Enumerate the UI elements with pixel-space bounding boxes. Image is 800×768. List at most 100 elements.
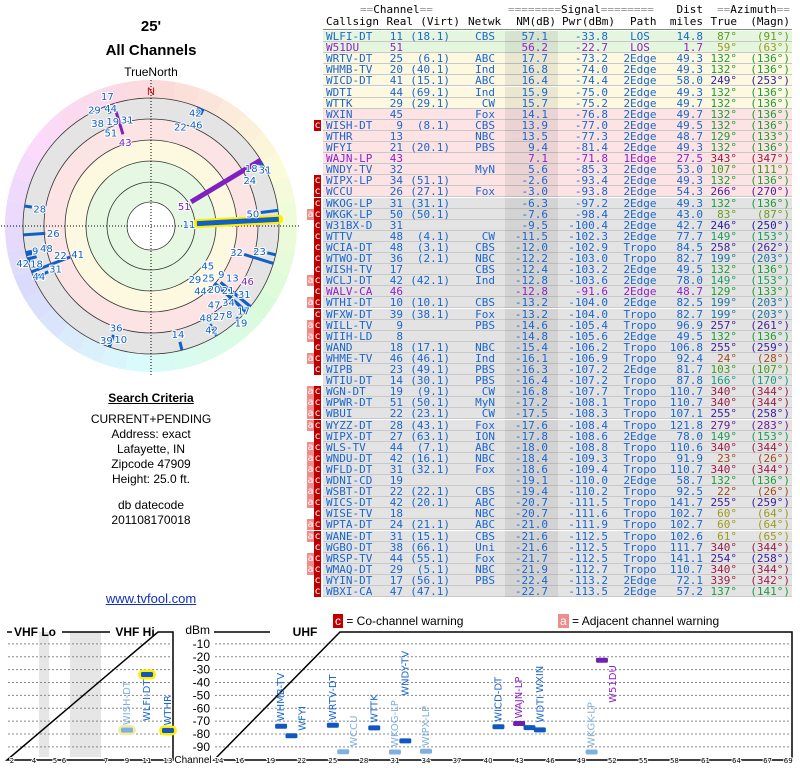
cell-real: 39 bbox=[389, 307, 403, 321]
station-row[interactable]: WBXI-CA 47 (47.1) -22.7 -113.5 2Edge 57.2 137° (… bbox=[314, 585, 792, 598]
station-row[interactable]: WISH-DT 9 (8.1) CBS 13.9 -77.0 2Edge 49.5 132° (1… bbox=[314, 119, 792, 131]
station-row[interactable]: WTIU-DT 14 (30.1) PBS -16.4 -107.2 Tropo 87.8 16… bbox=[323, 374, 792, 388]
station-row[interactable]: WLS-TV 44 (7.1) ABC -18.0 -108.8 Tropo 110.6 340… bbox=[307, 440, 792, 454]
cochannel-warning-flag: c bbox=[314, 308, 321, 320]
cell-path: 2Edge bbox=[623, 573, 657, 587]
cell-virt: (9.1) bbox=[416, 385, 450, 399]
station-row[interactable]: WDNI-CD 19 -19.1 -110.0 2Edge 58.7 132° (136°) a… bbox=[307, 475, 792, 486]
station-row[interactable]: WDTI 44 (69.1) Ind 15.9 -75.0 2Edge 49.3 132° (13… bbox=[323, 85, 792, 99]
station-signal-bar bbox=[337, 749, 350, 755]
station-row[interactable]: WPWR-DT 51 (50.1) MyN -17.2 -108.1 Tropo 110.7 3… bbox=[307, 396, 792, 410]
cell-path: Tropo bbox=[623, 451, 657, 465]
station-row[interactable]: WSBT-DT 22 (22.1) CBS -19.4 -110.2 Tropo 92.5 22… bbox=[307, 485, 792, 499]
cell-pwr: -100.4 bbox=[568, 218, 608, 232]
nm-column-shade bbox=[505, 319, 558, 331]
station-row[interactable]: WANE-DT 31 (15.1) CBS -21.6 -112.5 Tropo 102.6 6… bbox=[307, 529, 792, 543]
station-row[interactable]: WGBO-DT 38 (66.1) Uni -21.6 -112.5 Tropo 111.7 3… bbox=[314, 541, 792, 553]
station-row[interactable]: WICD-DT 41 (15.1) ABC 16.4 -74.4 2Edge 58.0 249°… bbox=[323, 75, 792, 87]
adjacent-warning-flag: a bbox=[307, 319, 314, 331]
cell-netwk: CBS bbox=[475, 529, 495, 543]
cell-path: 2Edge bbox=[623, 285, 657, 299]
cell-real: 31 bbox=[389, 196, 403, 210]
cell-virt: (29.1) bbox=[410, 96, 450, 110]
station-row[interactable]: WRSP-TV 44 (55.1) Fox -21.7 -112.5 Tropo 141.1 2… bbox=[307, 551, 792, 565]
station-row[interactable]: WCIA-DT 48 (3.1) CBS -12.0 -102.9 Tropo 84.5 258… bbox=[314, 241, 792, 253]
station-row[interactable]: WTHI-DT 10 (10.1) CBS -13.2 -104.0 2Edge 82.5 19… bbox=[307, 297, 792, 309]
station-row[interactable]: WFXW-DT 39 (38.1) Fox -13.2 -104.0 Tropo 82.7 19… bbox=[314, 307, 792, 321]
station-row[interactable]: WKGK-LP 50 (50.1) -7.6 -98.4 2Edge 43.0 83° (87°… bbox=[307, 208, 792, 220]
cell-true: 166° bbox=[710, 374, 738, 388]
station-row[interactable]: WBUI 22 (23.1) CW -17.5 -108.3 Tropo 107.1 255° (… bbox=[307, 408, 792, 420]
station-row[interactable]: WCLJ-DT 42 (42.1) Ind -12.8 -103.6 2Edge 78.0 14… bbox=[307, 275, 792, 287]
station-row[interactable]: WNDU-DT 42 (16.1) NBC -18.4 -109.3 Tropo 91.9 23… bbox=[307, 451, 792, 465]
station-channel-label: 9 bbox=[32, 247, 38, 258]
cell-real: 18 bbox=[389, 340, 403, 354]
station-row[interactable]: WHMB-TV 20 (40.1) Ind 16.8 -74.0 2Edge 49.3 132°… bbox=[323, 63, 792, 77]
station-channel-label: 46 bbox=[241, 277, 254, 288]
col-true: True bbox=[710, 15, 738, 28]
cell-path: 2Edge bbox=[623, 218, 657, 232]
station-row[interactable]: WALV-CA 46 -12.8 -91.6 2Edge 48.7 129° (133°) c bbox=[314, 285, 792, 299]
cell-magn: (133°) bbox=[750, 129, 790, 143]
station-row[interactable]: WMAQ-DT 29 (5.1) NBC -21.9 -112.7 Tropo 110.7 34… bbox=[307, 562, 792, 576]
cell-magn: (136°) bbox=[750, 52, 790, 66]
station-row[interactable]: WFLD-DT 31 (32.1) Fox -18.6 -109.4 Tropo 110.7 3… bbox=[307, 463, 792, 475]
cell-callsign: WHMB-TV bbox=[326, 63, 373, 77]
station-spectrum-label: WTHR bbox=[163, 695, 174, 726]
station-signal-bar bbox=[513, 720, 526, 726]
station-row[interactable]: W51DU 51 56.2 -22.7 LOS 1.7 59° (63°) bbox=[323, 42, 792, 54]
nm-column-shade bbox=[505, 519, 558, 531]
station-row[interactable]: WIIH-LD 8 -14.8 -105.6 2Edge 49.5 132° (136°) a c bbox=[307, 330, 792, 342]
cell-callsign: WMAQ-DT bbox=[326, 562, 373, 576]
tvfool-link[interactable]: www.tvfool.com bbox=[105, 591, 197, 606]
station-row[interactable]: WCCU 26 (27.1) Fox -3.0 -93.8 2Edge 54.3 266° (27… bbox=[314, 186, 792, 198]
station-signal-bar bbox=[368, 725, 381, 731]
station-row[interactable]: WILL-TV 9 PBS -14.6 -105.4 Tropo 96.9 257° (261°… bbox=[307, 319, 792, 331]
dbm-tick-label: -20 bbox=[193, 650, 211, 664]
station-row[interactable]: WAJN-LP 43 7.1 -71.8 1Edge 27.5 343° (347°) bbox=[323, 153, 792, 165]
cochannel-warning-flag: c bbox=[314, 508, 321, 520]
cell-miles: 121.8 bbox=[669, 418, 703, 432]
cell-path: 2Edge bbox=[623, 229, 657, 243]
station-row[interactable]: WYZZ-DT 28 (43.1) Fox -17.6 -108.4 Tropo 121.8 2… bbox=[307, 418, 792, 432]
cell-miles: 141.1 bbox=[669, 551, 703, 565]
station-row[interactable]: WTHR 13 NBC 13.5 -77.3 2Edge 48.7 129° (133°) bbox=[323, 129, 792, 143]
station-row[interactable]: WRTV-DT 25 (6.1) ABC 17.7 -73.2 2Edge 49.3 132° (… bbox=[323, 52, 792, 66]
station-row[interactable]: WIPX-DT 27 (63.1) ION -17.8 -108.6 2Edge 78.0 14… bbox=[314, 430, 792, 442]
station-row[interactable]: WFYI 21 (20.1) PBS 9.4 -81.4 2Edge 49.3 132° (136… bbox=[323, 142, 792, 153]
cell-nm: -18.0 bbox=[514, 440, 548, 454]
station-row[interactable]: WISH-TV 17 CBS -12.4 -103.2 2Edge 49.5 132° (136… bbox=[314, 264, 792, 276]
cell-real: 34 bbox=[389, 174, 403, 188]
station-row[interactable]: WTTV 48 (4.1) CW -11.5 -102.3 2Edge 77.7 149° (15… bbox=[314, 229, 792, 243]
cell-miles: 110.7 bbox=[669, 562, 703, 576]
station-channel-label: 42 bbox=[16, 259, 29, 270]
station-row[interactable]: WAND 18 (17.1) NBC -15.4 -106.2 Tropo 106.8 255°… bbox=[314, 340, 792, 354]
station-row[interactable]: WIPX-LP 34 (51.1) -2.6 -93.4 2Edge 49.3 132° (13… bbox=[314, 174, 792, 188]
station-row[interactable]: W31BX-D 31 -9.5 -100.4 2Edge 42.7 246° (250°) c bbox=[314, 218, 792, 232]
cell-pwr: -106.9 bbox=[568, 351, 608, 365]
station-row[interactable]: WXIN 45 Fox 14.1 -76.8 2Edge 49.7 132° (136°) bbox=[323, 108, 792, 120]
adjacent-warning-flag: a bbox=[307, 486, 314, 498]
station-row[interactable]: WLFI-DT 11 (18.1) CBS 57.1 -33.8 LOS 14.8 87° (91… bbox=[323, 31, 792, 42]
cell-true: 22° bbox=[717, 485, 737, 499]
station-row[interactable]: WGN-DT 19 (9.1) CW -16.8 -107.7 Tropo 110.7 340°… bbox=[307, 385, 792, 399]
vhf-hi-label: VHF Hi bbox=[115, 625, 154, 639]
cell-callsign: WFXW-DT bbox=[326, 307, 373, 321]
cell-magn: (344°) bbox=[750, 396, 790, 410]
station-row[interactable]: WPTA-DT 24 (21.1) ABC -21.0 -111.9 Tropo 102.7 6… bbox=[307, 519, 792, 531]
cochannel-warning-flag: c bbox=[314, 574, 321, 586]
cell-magn: (259°) bbox=[750, 496, 790, 510]
station-row[interactable]: WTWO-DT 36 (2.1) NBC -12.2 -103.0 Tropo 82.7 199… bbox=[314, 253, 792, 264]
station-row[interactable]: WYIN-DT 17 (56.1) PBS -22.4 -113.2 2Edge 72.1 33… bbox=[314, 573, 792, 587]
station-row[interactable]: WISE-TV 18 NBC -20.7 -111.6 Tropo 102.7 60° (64°… bbox=[314, 508, 792, 520]
station-direction-line bbox=[105, 105, 112, 114]
station-row[interactable]: WTTK 29 (29.1) CW 15.7 -75.2 2Edge 49.7 132° (136… bbox=[323, 96, 792, 110]
station-row[interactable]: WICS-DT 42 (20.1) ABC -20.7 -111.5 Tropo 141.7 2… bbox=[307, 496, 792, 510]
cell-nm: 15.9 bbox=[521, 85, 549, 99]
station-row[interactable]: WIPB 23 (49.1) PBS -16.3 -107.2 2Edge 81.7 103° (… bbox=[314, 364, 792, 375]
station-row[interactable]: WKOG-LP 31 (31.1) -6.3 -97.2 2Edge 49.3 132° (13… bbox=[314, 196, 792, 210]
cell-callsign: WBXI-CA bbox=[326, 585, 373, 598]
adjacent-warning-flag: a bbox=[307, 519, 314, 531]
station-row[interactable]: WNDY-TV 32 MyN 5.6 -85.3 2Edge 53.0 107° (111°) bbox=[323, 164, 792, 176]
station-row[interactable]: WHME-TV 46 (46.1) Ind -16.1 -106.9 Tropo 92.4 24… bbox=[307, 351, 792, 365]
